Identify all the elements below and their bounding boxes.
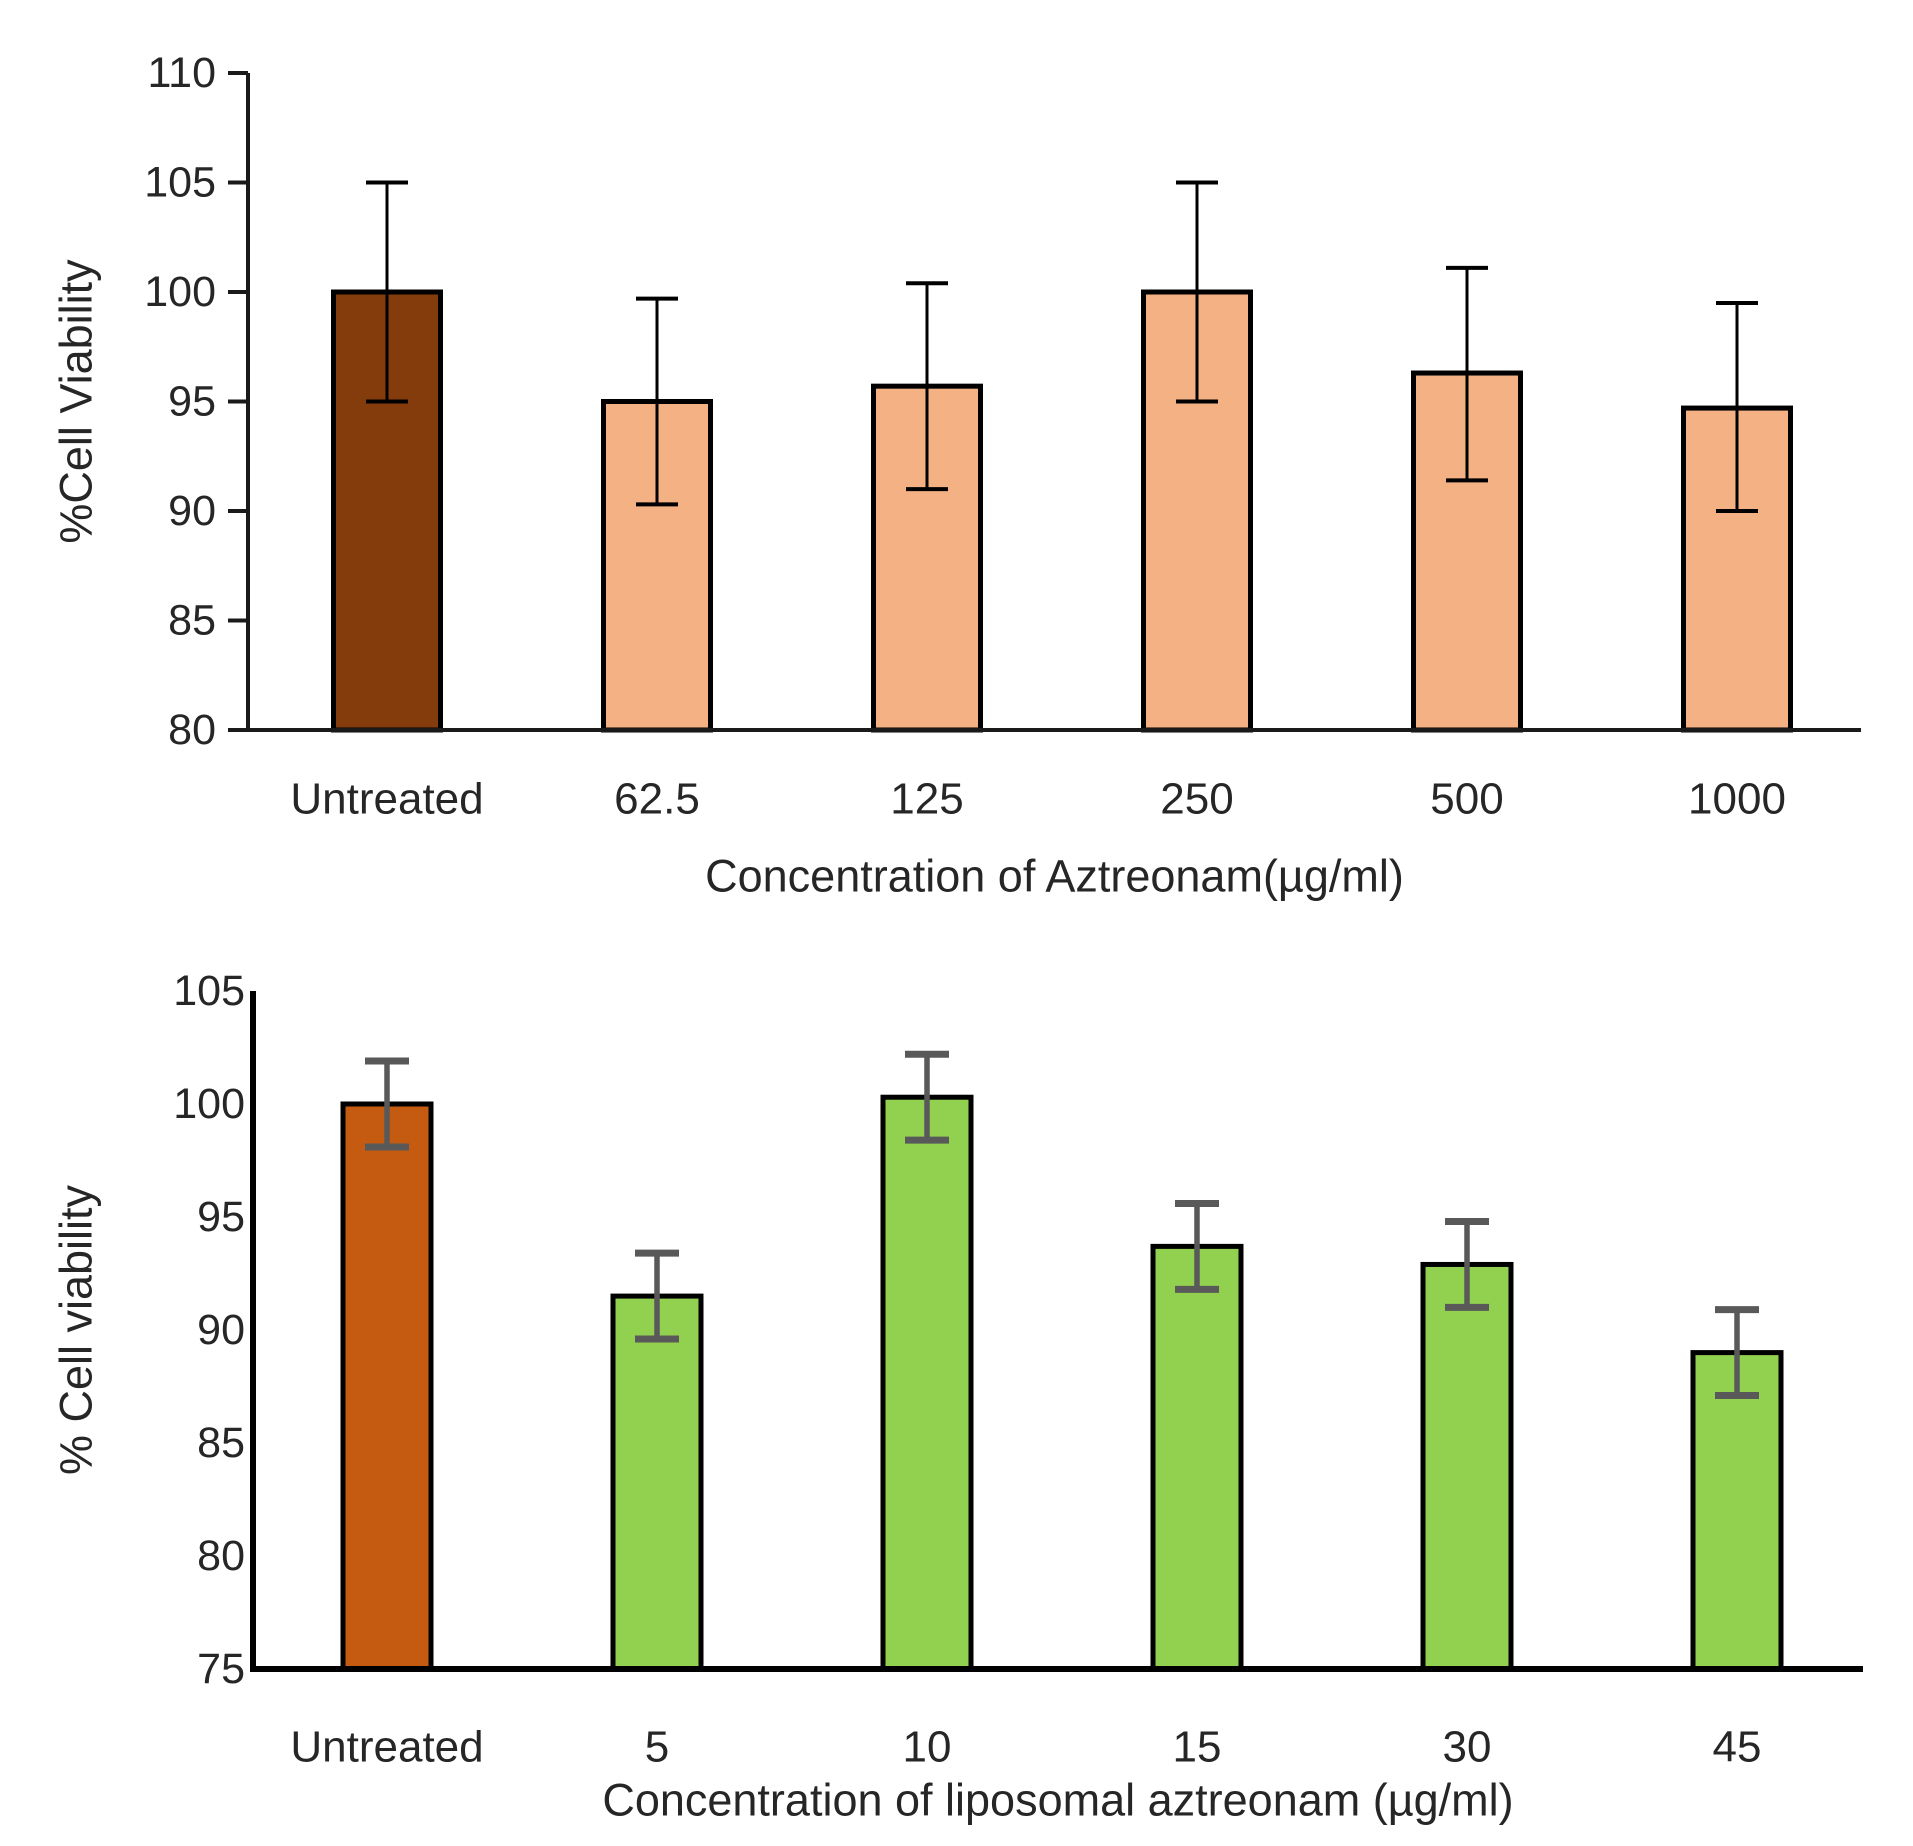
y-tick-label: 90 [168,487,216,535]
y-axis-title: %Cell Viability [51,259,102,544]
y-tick-label: 100 [144,268,216,316]
y-tick-label: 85 [168,597,216,645]
y-tick-label: 80 [168,706,216,754]
y-tick-label: 95 [168,378,216,426]
y-tick-label: 110 [147,49,216,97]
x-axis-title: Concentration of liposomal aztreonam (µg… [602,1775,1513,1826]
y-tick-label: 105 [173,967,245,1015]
category-label: 500 [1430,775,1503,824]
category-label: 30 [1443,1723,1492,1772]
y-axis-title: % Cell viability [51,1184,102,1475]
bar [1420,1261,1514,1672]
chart-panel-liposomal-aztreonam: Untreated 5 10 15 30 45 75 80 85 90 95 100 105 Concen… [0,923,1913,1846]
chart-panel-aztreonam: Untreated 62.5 125 250 500 1000 80 85 90 95 100 105… [51,49,1861,902]
category-label: 45 [1713,1723,1762,1772]
category-label: Untreated [290,775,483,824]
y-tick-label: 95 [197,1193,245,1241]
category-label: 10 [903,1723,952,1772]
category-label: 5 [645,1723,669,1772]
bar [610,1293,704,1672]
y-tick-label: 75 [197,1645,245,1693]
category-label: 15 [1173,1723,1222,1772]
y-tick-label: 105 [144,159,216,207]
aztreonam-bar-chart: Untreated 62.5 125 250 500 1000 80 85 90 95 100 105… [51,49,1861,902]
liposomal-aztreonam-bar-chart: Untreated 5 10 15 30 45 75 80 85 90 95 100 105 Concen… [51,967,1863,1826]
category-label: 125 [890,775,963,824]
y-tick-label: 80 [197,1532,245,1580]
bar [340,1101,434,1672]
y-tick-label: 85 [197,1419,245,1467]
category-label: 1000 [1688,775,1786,824]
category-label: 62.5 [614,775,700,824]
y-tick-label: 100 [173,1080,245,1128]
category-label: 250 [1160,775,1233,824]
bar [880,1094,974,1672]
bar [1150,1243,1244,1672]
bar [1690,1350,1784,1672]
x-axis-title: Concentration of Aztreonam(µg/ml) [705,851,1404,902]
y-tick-label: 90 [197,1306,245,1354]
category-label: Untreated [290,1723,483,1772]
